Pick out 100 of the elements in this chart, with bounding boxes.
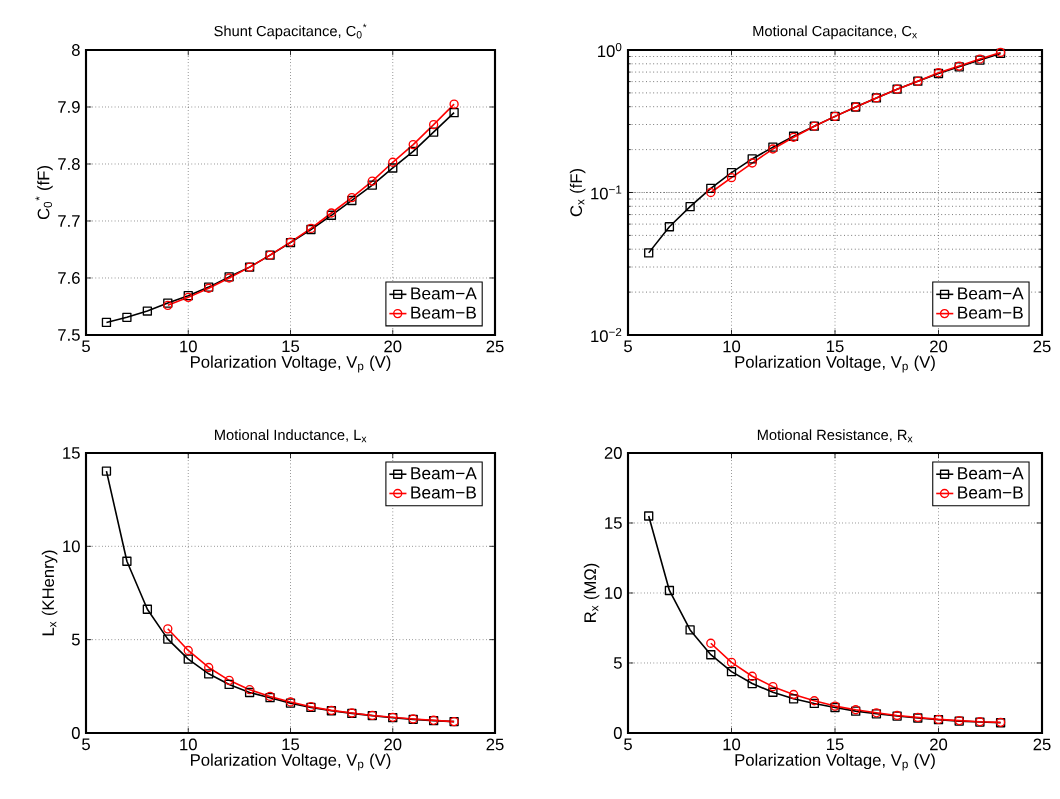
legend-label: Beam−A [958,287,1024,300]
point [163,634,173,644]
x-tick-label: 25 [1033,738,1051,751]
point [101,466,112,476]
x-tick-label: 10 [180,738,197,751]
x-tick-label: 10 [180,340,197,353]
x-axis-title: Polarization Voltage, V$_{p}$ (V) [735,753,935,771]
y-tick-label: 5 [613,657,622,669]
legend-label: Beam−B [411,486,476,499]
x-tick-label: 20 [930,340,948,353]
y-tick-label: 7.6 [58,272,80,284]
point [122,312,132,322]
legend-label: Beam−B [958,486,1023,499]
point [706,187,716,198]
point [644,511,654,521]
y-tick-label: 7.8 [58,158,80,170]
x-tick-label: 10 [723,738,741,751]
y-tick-label: 10 [605,587,622,599]
point [706,650,716,660]
y-tick-label: 8 [71,44,80,56]
point [706,638,716,648]
legend-label: Beam−A [411,467,477,480]
point [367,180,377,190]
y-axis-title: L$_{x}$ (KHenry) [41,550,58,636]
point [726,657,737,668]
x-tick-label: 5 [82,340,90,353]
point [101,317,112,328]
point [449,99,459,109]
x-axis-title: Polarization Voltage, V$_{p}$ (V) [191,355,391,373]
x-tick-label: 20 [384,340,402,353]
y-axis-title: R$_{x}$ (MΩ) [583,563,600,622]
x-tick-label: 20 [384,738,402,751]
x-axis-title: Polarization Voltage, V$_{p}$ (V) [191,753,391,771]
point [224,675,234,686]
point [726,667,737,677]
y-tick-label: 7.9 [58,101,80,113]
y-tick-label: 20 [604,447,622,459]
y-tick-label: 10$^{−2}$ [591,327,622,343]
chart-title: Motional Inductance, L$_{x}$ [215,429,367,443]
legend-label: Beam−A [958,467,1024,480]
point [204,669,214,679]
point [142,306,153,316]
x-tick-label: 5 [624,340,632,353]
legend-label: Beam−B [958,306,1023,319]
y-tick-label: 10$^{−1}$ [591,185,622,200]
point [768,681,778,692]
chart-title: Motional Resistance, R$_{x}$ [757,429,913,443]
x-axis-title: Polarization Voltage, V$_{p}$ (V) [735,355,935,373]
point [726,173,737,183]
point [788,694,799,704]
point [388,157,398,167]
point [706,183,716,193]
point [408,146,418,157]
y-axis-title: C$_{x}$ (fF) [569,168,586,217]
legend-label: Beam−A [411,287,477,300]
point [183,654,193,664]
point [747,158,757,168]
y-tick-label: 7.5 [58,329,80,341]
point [142,604,153,614]
x-tick-label: 20 [930,738,948,751]
point [664,585,675,596]
x-tick-label: 25 [486,340,504,353]
legend-label: Beam−B [411,306,476,319]
x-tick-label: 15 [827,340,844,353]
point [768,687,778,697]
x-tick-label: 15 [282,738,300,751]
y-tick-label: 10 [63,540,80,553]
point [428,119,439,130]
x-tick-label: 15 [827,738,844,751]
point [204,662,214,673]
point [224,679,234,690]
y-tick-label: 5 [71,633,80,646]
point [428,127,439,137]
point [685,201,695,212]
point [644,248,654,258]
x-tick-label: 25 [1033,340,1051,353]
point [747,671,757,681]
chart-title: Shunt Capacitance, C$_{0}$* [214,23,367,40]
x-tick-label: 15 [282,340,300,353]
point [122,556,132,566]
point [664,222,675,232]
point [685,625,695,635]
x-tick-label: 10 [723,340,741,353]
point [449,108,459,118]
y-tick-label: 0 [613,727,622,739]
point [367,176,377,186]
x-tick-label: 5 [82,738,90,751]
y-tick-label: 7.7 [58,215,80,227]
x-tick-label: 5 [624,738,632,751]
point [183,645,193,656]
y-tick-label: 0 [71,727,80,739]
y-tick-label: 10$^{0}$ [598,42,622,58]
point [388,163,398,173]
point [788,689,799,700]
point [726,167,737,178]
y-axis-title: C$_{0}$$^{*}$ (fF) [35,166,53,220]
chart-title: Motional Capacitance, C$_{x}$ [753,25,918,40]
point [747,154,757,164]
point [163,624,173,634]
point [408,139,418,150]
